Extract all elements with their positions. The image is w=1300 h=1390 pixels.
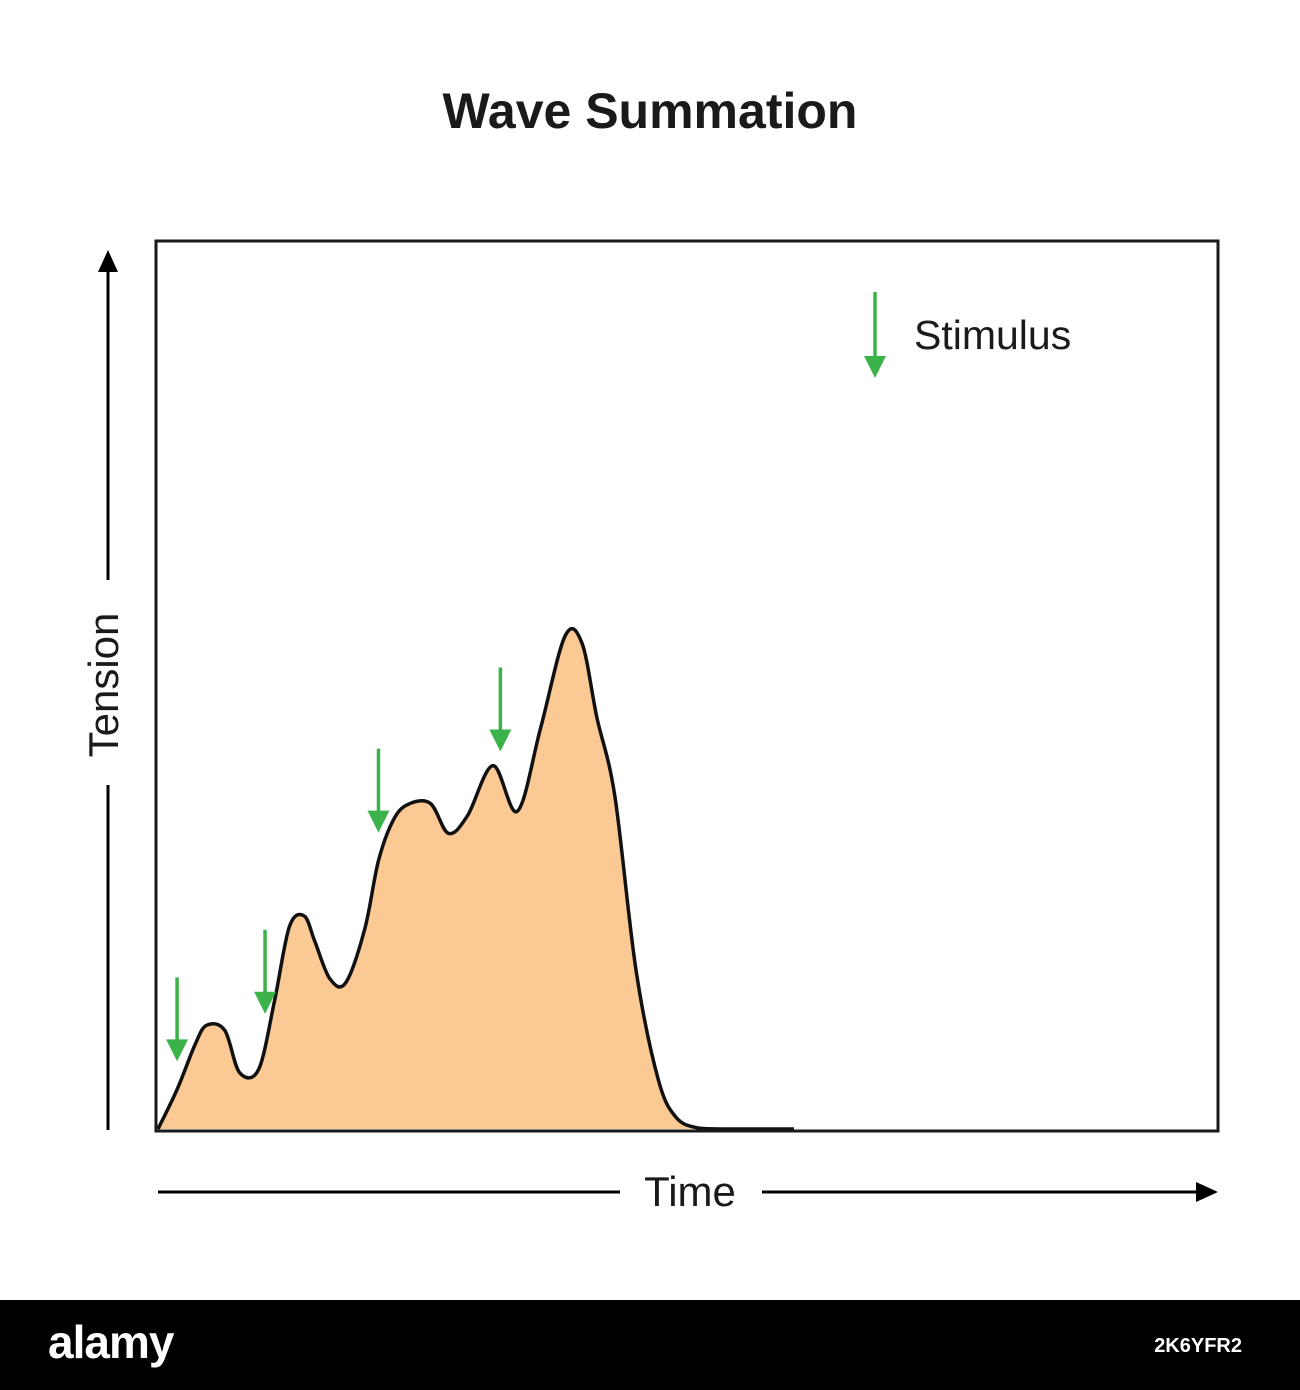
legend-stimulus-arrow-head <box>864 356 886 378</box>
watermark-bar <box>0 1300 1300 1390</box>
stimulus-arrows <box>166 667 512 1062</box>
legend-label: Stimulus <box>914 312 1071 358</box>
chart-title: Wave Summation <box>442 83 858 139</box>
stimulus-arrow-head <box>166 1039 189 1062</box>
image-id: 2K6YFR2 <box>1154 1335 1242 1357</box>
plot-frame <box>154 239 1220 1133</box>
tension-curve <box>156 626 794 1131</box>
y-axis-arrow-head <box>98 250 118 272</box>
wave-summation-chart: Tension Time Stimulus <box>80 239 1220 1215</box>
x-axis-label: Time <box>644 1168 736 1215</box>
y-axis-label: Tension <box>80 613 127 758</box>
stimulus-arrow-head <box>489 729 512 752</box>
brand-logo: alamy <box>48 1316 174 1368</box>
stimulus-arrow-head <box>254 991 277 1014</box>
legend: Stimulus <box>864 292 1071 378</box>
stimulus-arrow-head <box>367 810 390 833</box>
tension-area <box>158 628 794 1129</box>
x-axis-arrow-head <box>1196 1182 1218 1202</box>
